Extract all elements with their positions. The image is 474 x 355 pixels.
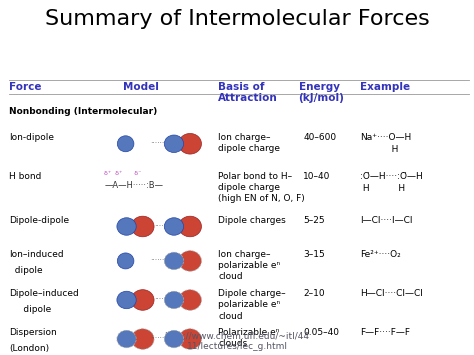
Text: Dipole-dipole: Dipole-dipole: [9, 216, 70, 225]
Text: H bond: H bond: [9, 172, 42, 181]
Ellipse shape: [179, 329, 201, 349]
Text: ·······: ·······: [150, 256, 167, 266]
Text: Basis of
Attraction: Basis of Attraction: [218, 82, 278, 103]
Text: Polar bond to H–
dipole charge
(high EN of N, O, F): Polar bond to H– dipole charge (high EN …: [218, 172, 305, 203]
Ellipse shape: [164, 330, 183, 348]
Ellipse shape: [131, 216, 154, 237]
Text: 10–40: 10–40: [303, 172, 331, 181]
Text: H—Cl····Cl—Cl: H—Cl····Cl—Cl: [360, 289, 423, 298]
Text: ····: ····: [154, 295, 164, 305]
Text: :Ö—H····:Ö—H
 H          H: :Ö—H····:Ö—H H H: [360, 172, 423, 193]
Text: http://www.chem.ufl.edu/~itl/44
11/lectures/lec_g.html: http://www.chem.ufl.edu/~itl/44 11/lectu…: [164, 332, 310, 351]
Text: δ⁺  δ⁺      δ⁻: δ⁺ δ⁺ δ⁻: [104, 171, 142, 176]
Ellipse shape: [164, 218, 183, 235]
Text: Force: Force: [9, 82, 42, 92]
Ellipse shape: [179, 216, 201, 237]
Text: Na⁺····O—H
           H: Na⁺····O—H H: [360, 133, 411, 154]
Text: 3–15: 3–15: [303, 250, 325, 259]
Text: Ion-dipole: Ion-dipole: [9, 133, 55, 142]
Ellipse shape: [117, 291, 136, 309]
Ellipse shape: [179, 251, 201, 271]
Text: 2–10: 2–10: [303, 289, 325, 298]
Text: Polarizable eⁿ
clouds: Polarizable eⁿ clouds: [218, 328, 279, 349]
Text: ·······: ·······: [150, 139, 167, 148]
Text: ·······: ·······: [150, 334, 167, 344]
Text: Ion charge–
polarizable eⁿ
cloud: Ion charge– polarizable eⁿ cloud: [218, 250, 280, 282]
Ellipse shape: [117, 330, 136, 348]
Text: dipole: dipole: [9, 266, 43, 275]
Text: Dipole–induced: Dipole–induced: [9, 289, 79, 298]
Text: Energy
(kJ/mol): Energy (kJ/mol): [299, 82, 345, 103]
Text: —A—H·····:B—: —A—H·····:B—: [104, 181, 163, 190]
Text: dipole: dipole: [9, 305, 52, 314]
Text: Dispersion: Dispersion: [9, 328, 57, 337]
Ellipse shape: [164, 291, 183, 309]
Text: Dipole charge–
polarizable eⁿ
cloud: Dipole charge– polarizable eⁿ cloud: [218, 289, 286, 321]
Text: Ion–induced: Ion–induced: [9, 250, 64, 259]
Ellipse shape: [179, 290, 201, 310]
Ellipse shape: [164, 135, 183, 153]
Text: (London): (London): [9, 344, 50, 353]
Text: Summary of Intermolecular Forces: Summary of Intermolecular Forces: [45, 9, 429, 29]
Ellipse shape: [164, 252, 183, 270]
Text: Nonbonding (Intermolecular): Nonbonding (Intermolecular): [9, 106, 158, 115]
Text: F—F····F—F: F—F····F—F: [360, 328, 410, 337]
Text: I—Cl····I—Cl: I—Cl····I—Cl: [360, 216, 413, 225]
Text: Model: Model: [123, 82, 159, 92]
Text: 5–25: 5–25: [303, 216, 325, 225]
Text: Ion charge–
dipole charge: Ion charge– dipole charge: [218, 133, 280, 153]
Text: Fe²⁺····O₂: Fe²⁺····O₂: [360, 250, 401, 259]
Ellipse shape: [131, 290, 154, 310]
Text: Example: Example: [360, 82, 410, 92]
Text: 40–600: 40–600: [303, 133, 337, 142]
Ellipse shape: [117, 253, 134, 269]
Ellipse shape: [131, 329, 154, 349]
Ellipse shape: [117, 218, 136, 235]
Text: Dipole charges: Dipole charges: [218, 216, 286, 225]
Ellipse shape: [117, 136, 134, 152]
Text: 0.05–40: 0.05–40: [303, 328, 339, 337]
Text: ····: ····: [154, 222, 164, 231]
Ellipse shape: [179, 133, 201, 154]
